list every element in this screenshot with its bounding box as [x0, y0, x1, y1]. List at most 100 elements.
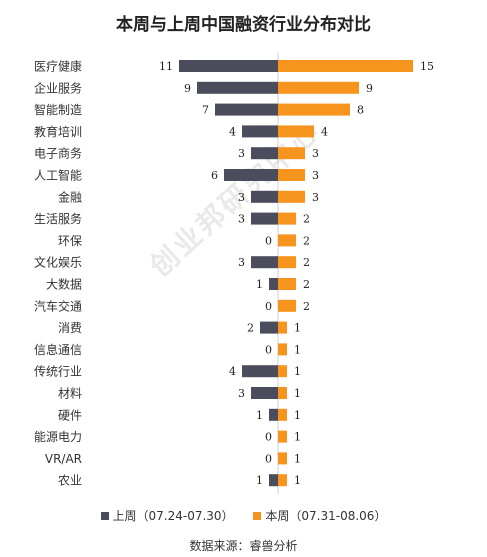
legend-swatch-this-week: [253, 511, 262, 520]
bar-last-week: [197, 81, 278, 94]
bar-last-week: [251, 387, 278, 399]
bar-this-week: [278, 452, 287, 465]
data-label-last-week: 0: [265, 452, 272, 465]
data-label-last-week: 1: [256, 474, 263, 487]
category-label: 教育培训: [34, 124, 82, 139]
bar-this-week: [278, 256, 296, 269]
bar-last-week: [242, 125, 278, 138]
data-label-last-week: 6: [211, 169, 218, 182]
data-label-last-week: 1: [256, 278, 263, 291]
bar-last-week: [260, 321, 278, 334]
data-label-last-week: 9: [184, 82, 191, 95]
bar-this-week: [278, 81, 359, 94]
bar-this-week: [278, 169, 305, 181]
bar-this-week: [278, 125, 314, 138]
bar-this-week: [278, 60, 413, 72]
bar-last-week: [242, 365, 278, 378]
category-label: 传统行业: [34, 364, 82, 379]
source-note: 数据来源：睿兽分析: [189, 539, 298, 553]
bar-this-week: [278, 365, 287, 378]
bar-this-week: [278, 343, 287, 356]
bar-last-week: [251, 147, 278, 160]
data-label-last-week: 4: [229, 125, 236, 138]
legend-label-this-week: 本周（07.31-08.06）: [265, 509, 387, 523]
legend: 上周（07.24-07.30） 本周（07.31-08.06）: [0, 507, 487, 524]
data-label-this-week: 1: [294, 452, 301, 465]
bar-this-week: [278, 321, 287, 334]
bar-this-week: [278, 147, 305, 160]
data-label-last-week: 2: [247, 322, 254, 335]
bar-this-week: [278, 474, 287, 487]
category-label: 大数据: [46, 277, 82, 292]
legend-item-last-week: 上周（07.24-07.30）: [100, 507, 234, 524]
category-label: 生活服务: [34, 211, 82, 226]
bar-this-week: [278, 430, 287, 443]
bar-last-week: [215, 103, 278, 116]
data-label-last-week: 7: [202, 104, 209, 117]
data-label-this-week: 1: [294, 365, 301, 378]
legend-swatch-last-week: [100, 511, 109, 520]
legend-label-last-week: 上周（07.24-07.30）: [112, 509, 234, 523]
bar-this-week: [278, 387, 287, 399]
category-label: 硬件: [58, 408, 82, 422]
category-label: 农业: [58, 474, 82, 488]
data-label-this-week: 3: [312, 169, 319, 182]
data-label-last-week: 1: [256, 409, 263, 422]
data-label-last-week: 4: [229, 365, 236, 378]
data-label-last-week: 3: [238, 256, 245, 269]
data-label-last-week: 3: [238, 147, 245, 160]
data-label-this-week: 2: [303, 278, 310, 291]
category-label: 电子商务: [34, 146, 82, 161]
category-label: 消费: [58, 321, 82, 335]
data-label-last-week: 3: [238, 387, 245, 400]
bar-last-week: [224, 169, 278, 181]
bar-this-week: [278, 234, 296, 247]
bar-this-week: [278, 212, 296, 225]
data-label-this-week: 1: [294, 431, 301, 444]
bar-this-week: [278, 408, 287, 421]
data-label-last-week: 0: [265, 343, 272, 356]
category-label: 企业服务: [34, 80, 82, 95]
category-label: 医疗健康: [34, 59, 82, 74]
data-label-this-week: 2: [303, 256, 310, 269]
data-label-this-week: 2: [303, 300, 310, 313]
data-label-this-week: 1: [294, 322, 301, 335]
bar-last-week: [269, 408, 278, 421]
bar-this-week: [278, 190, 305, 203]
category-label: VR/AR: [45, 452, 82, 466]
category-label: 汽车交通: [34, 298, 82, 313]
bar-this-week: [278, 103, 350, 116]
bar-last-week: [269, 278, 278, 290]
bar-last-week: [269, 474, 278, 487]
bar-last-week: [251, 190, 278, 203]
category-label: 文化娱乐: [34, 255, 82, 270]
data-label-this-week: 1: [294, 474, 301, 487]
data-label-this-week: 1: [294, 409, 301, 422]
bar-this-week: [278, 299, 296, 312]
data-label-this-week: 2: [303, 213, 310, 226]
category-label: 智能制造: [34, 102, 82, 117]
data-label-this-week: 3: [312, 191, 319, 204]
data-label-last-week: 0: [265, 234, 272, 247]
bar-last-week: [179, 60, 278, 72]
category-label: 信息通信: [34, 342, 82, 357]
data-label-this-week: 1: [294, 387, 301, 400]
data-label-this-week: 8: [357, 104, 364, 117]
data-label-this-week: 9: [366, 82, 373, 95]
data-label-this-week: 15: [420, 60, 434, 73]
category-label: 能源电力: [34, 430, 82, 444]
data-label-this-week: 2: [303, 234, 310, 247]
bar-last-week: [251, 256, 278, 269]
legend-item-this-week: 本周（07.31-08.06）: [253, 507, 386, 524]
chart-title: 本周与上周中国融资行业分布对比: [116, 15, 371, 35]
category-label: 金融: [58, 189, 82, 204]
data-label-last-week: 0: [265, 431, 272, 444]
data-label-this-week: 1: [294, 343, 301, 356]
data-label-last-week: 3: [238, 191, 245, 204]
category-label: 环保: [58, 234, 82, 248]
data-label-last-week: 3: [238, 213, 245, 226]
data-label-last-week: 11: [159, 60, 173, 73]
data-label-last-week: 0: [265, 300, 272, 313]
bar-last-week: [251, 212, 278, 225]
